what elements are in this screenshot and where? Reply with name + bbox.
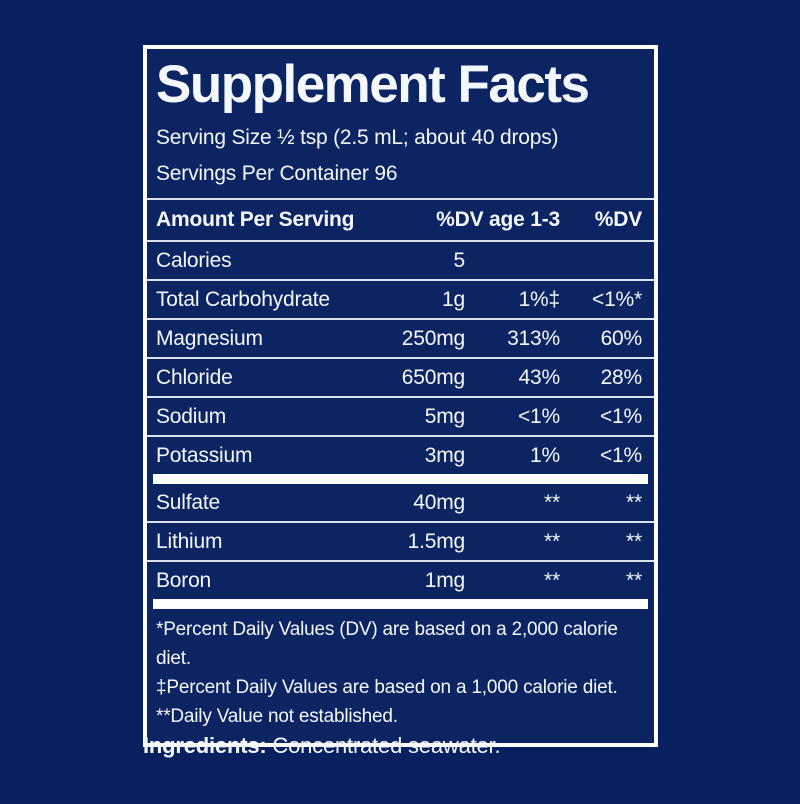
header-dv: %DV: [594, 208, 642, 232]
nutrient-amount: 5mg: [424, 404, 465, 428]
panel-title: Supplement Facts: [156, 55, 590, 114]
header-dv-age-1-3: %DV age 1-3: [436, 208, 560, 232]
supplement-facts-panel: Supplement Facts Serving Size ½ tsp (2.5…: [143, 45, 658, 748]
table-row-lithium: Lithium 1.5mg ** **: [147, 523, 654, 560]
ingredients-text: Concentrated seawater.: [266, 733, 501, 758]
nutrient-dv-age-1-3: <1%: [517, 404, 560, 428]
table-row-magnesium: Magnesium 250mg 313% 60%: [147, 320, 654, 357]
nutrient-dv: <1%: [599, 443, 642, 467]
separator-line: [147, 198, 654, 201]
nutrient-dv-age-1-3: **: [544, 529, 560, 553]
nutrient-name: Chloride: [156, 365, 233, 389]
separator-line: [147, 318, 654, 321]
footnote-dv-2000: *Percent Daily Values (DV) are based on …: [156, 619, 618, 670]
nutrient-dv-age-1-3: **: [544, 568, 560, 592]
servings-per-container-text: Servings Per Container 96: [156, 162, 398, 186]
table-row-boron: Boron 1mg ** **: [147, 562, 654, 599]
footnotes-block: *Percent Daily Values (DV) are based on …: [147, 609, 654, 733]
nutrient-name: Calories: [156, 248, 232, 272]
table-row-calories: Calories 5: [147, 242, 654, 279]
nutrient-name: Sulfate: [156, 490, 220, 514]
nutrient-dv: 60%: [600, 326, 643, 350]
nutrient-amount: 40mg: [413, 490, 465, 514]
nutrient-amount: 5: [453, 248, 466, 272]
nutrient-name: Boron: [156, 568, 212, 592]
nutrient-amount: 250mg: [401, 326, 465, 350]
ingredients-line: Ingredients: Concentrated seawater.: [143, 733, 501, 759]
nutrient-dv: **: [626, 490, 642, 514]
separator-line: [147, 240, 654, 243]
footnote-not-established: **Daily Value not established.: [156, 706, 398, 728]
table-row-total-carbohydrate: Total Carbohydrate 1g 1%‡ <1%*: [147, 281, 654, 318]
table-row-potassium: Potassium 3mg 1% <1%: [147, 437, 654, 474]
nutrient-amount: 650mg: [401, 365, 465, 389]
table-row-sulfate: Sulfate 40mg ** **: [147, 484, 654, 521]
table-header-row: Amount Per Serving %DV age 1-3 %DV: [147, 200, 654, 240]
separator-line: [147, 357, 654, 360]
nutrient-name: Potassium: [156, 443, 253, 467]
nutrient-dv-age-1-3: 1%‡: [518, 287, 561, 311]
ingredients-label: Ingredients:: [143, 733, 267, 758]
separator-line: [147, 560, 654, 563]
separator-line: [147, 279, 654, 282]
nutrient-amount: 1mg: [424, 568, 465, 592]
nutrient-dv: **: [626, 568, 642, 592]
nutrient-dv-age-1-3: 1%: [530, 443, 560, 467]
thick-divider-bar: [153, 474, 648, 485]
separator-line: [147, 396, 654, 399]
nutrient-dv: **: [626, 529, 642, 553]
nutrient-name: Lithium: [156, 529, 223, 553]
nutrient-dv: <1%*: [592, 287, 642, 311]
separator-line: [147, 435, 654, 438]
separator-line: [147, 521, 654, 524]
nutrient-dv: <1%: [599, 404, 642, 428]
thick-divider-bar: [153, 599, 648, 610]
nutrient-name: Magnesium: [156, 326, 263, 350]
table-row-sodium: Sodium 5mg <1% <1%: [147, 398, 654, 435]
nutrient-name: Total Carbohydrate: [156, 287, 330, 311]
nutrient-amount: 1g: [442, 287, 465, 311]
nutrient-amount: 1.5mg: [407, 529, 466, 553]
nutrient-dv: 28%: [600, 365, 643, 389]
nutrient-name: Sodium: [156, 404, 227, 428]
nutrient-amount: 3mg: [424, 443, 465, 467]
footnote-dv-1000: ‡Percent Daily Values are based on a 1,0…: [156, 677, 618, 699]
table-row-chloride: Chloride 650mg 43% 28%: [147, 359, 654, 396]
panel-header-block: Supplement Facts Serving Size ½ tsp (2.5…: [147, 55, 654, 192]
header-amount-per-serving: Amount Per Serving: [156, 208, 355, 232]
serving-size-text: Serving Size ½ tsp (2.5 mL; about 40 dro…: [156, 126, 559, 150]
nutrient-dv-age-1-3: **: [544, 490, 560, 514]
nutrient-dv-age-1-3: 43%: [518, 365, 561, 389]
nutrient-dv-age-1-3: 313%: [507, 326, 560, 350]
